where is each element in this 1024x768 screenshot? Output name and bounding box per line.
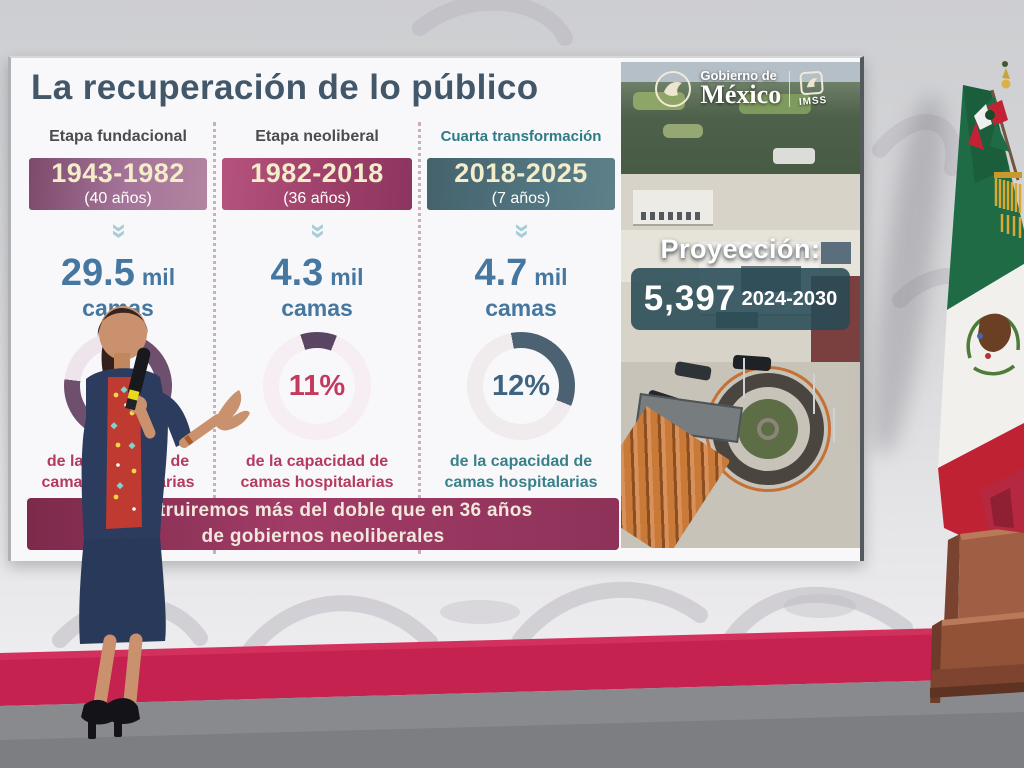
column-header: Etapa fundacional — [49, 128, 187, 145]
imss-logo: IMSS — [797, 70, 828, 108]
car — [732, 354, 772, 372]
projection-value: 5,397 — [643, 279, 737, 318]
flag-gold-fringe — [994, 172, 1022, 238]
hospital-aerial-photo: Gobierno de México IMSS Proyección: 5,39… — [621, 62, 860, 548]
podium — [930, 526, 1024, 703]
beds-count: 4.3 mil camas — [270, 252, 364, 321]
projection-label: Proyección: — [660, 234, 821, 264]
flag-white-band — [938, 264, 1024, 468]
car — [674, 360, 712, 382]
column-cuarta-transformacion: Cuarta transformación 2018-2025 (7 años)… — [421, 122, 621, 554]
projection-range: 2024-2030 — [741, 287, 838, 310]
chevron-down-icon: » — [303, 223, 335, 239]
slide-title: La recuperación de lo público — [31, 68, 539, 107]
era-period-bar: 2018-2025 (7 años) — [427, 158, 615, 210]
flag-finial-icon — [1002, 68, 1010, 79]
capacity-caption: de la capacidad de camas hospitalarias — [240, 453, 394, 491]
presenter-gesture-hand — [214, 390, 250, 431]
flag-drape-over-podium — [980, 468, 1024, 533]
gobierno-logo-bar: Gobierno de México IMSS — [621, 68, 860, 109]
bracelet — [184, 435, 194, 446]
presenter-head — [99, 306, 147, 360]
beds-count: 4.7 mil camas — [474, 252, 568, 321]
capacity-caption: de la capacidad de camas hospitalarias — [444, 453, 598, 491]
column-header: Etapa neoliberal — [255, 128, 379, 145]
era-period-bar: 1943-1982 (40 años) — [29, 158, 207, 210]
capacity-donut: 11% — [263, 332, 371, 441]
capacity-donut: 12% — [467, 332, 575, 441]
chevron-down-icon: » — [104, 223, 136, 239]
presenter-shoes — [81, 698, 140, 739]
logo-divider — [789, 71, 791, 107]
embroidered-panel — [106, 377, 142, 529]
column-header: Cuarta transformación — [440, 128, 602, 145]
flag-bow-icon — [968, 96, 1010, 152]
chevron-down-icon: » — [507, 223, 539, 239]
hospital-plaza — [621, 354, 860, 548]
microphone — [125, 347, 151, 411]
projection-box: 5,397 2024-2030 — [631, 268, 850, 330]
mexican-flag-and-podium — [930, 61, 1024, 703]
gobierno-text: Gobierno de México — [700, 68, 782, 109]
presentation-screen: La recuperación de lo público Etapa fund… — [8, 56, 864, 561]
stage-stripe — [0, 628, 1024, 706]
gobierno-eagle-icon — [655, 71, 692, 107]
presenter-figure — [79, 306, 250, 739]
flag-coat-of-arms — [966, 313, 1020, 376]
flag-green-band — [947, 85, 1024, 310]
column-etapa-neoliberal: Etapa neoliberal 1982-2018 (36 años) » 4… — [216, 122, 421, 554]
imss-glyph-icon — [800, 71, 824, 95]
era-period-bar: 1982-2018 (36 años) — [222, 158, 412, 210]
